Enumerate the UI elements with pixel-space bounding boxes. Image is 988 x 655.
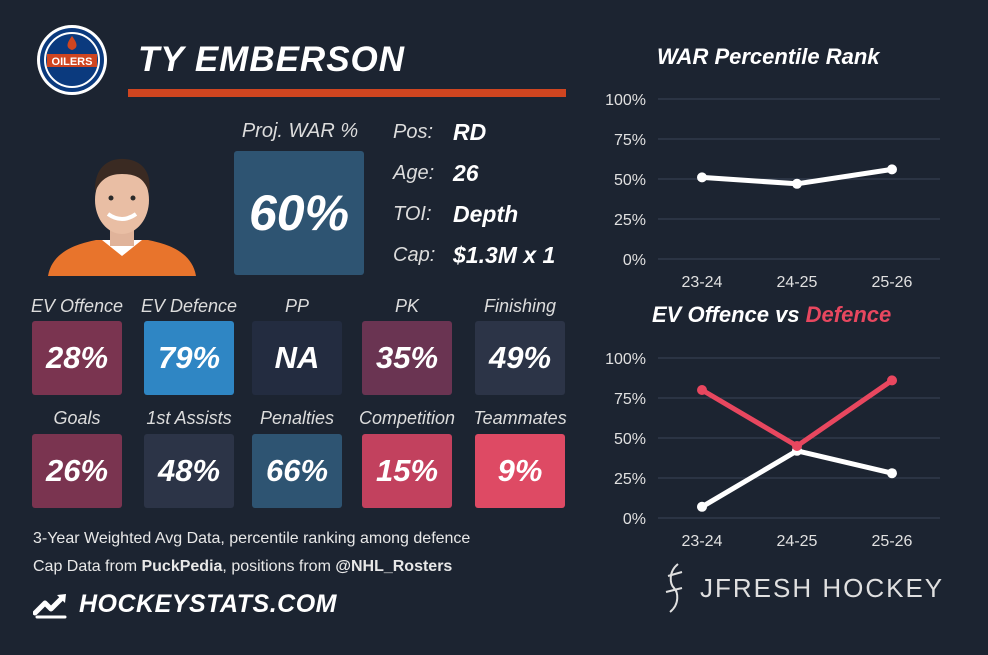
- source-puckpedia: PuckPedia: [141, 558, 223, 575]
- data-point: [697, 172, 707, 183]
- chart-ev-title-offence: EV Offence vs: [652, 302, 806, 327]
- oilers-logo: OILERS: [37, 25, 107, 95]
- stat-label-competition: Competition: [358, 408, 456, 428]
- series-line-ev-offence: [699, 448, 895, 510]
- y-tick-label: 100%: [605, 92, 646, 109]
- player-name: TY EMBERSON: [138, 40, 406, 79]
- stat-label-pp: PP: [284, 296, 309, 316]
- chart-ev-title: EV Offence vs Defence: [652, 302, 891, 328]
- source-nhl-rosters: @NHL_Rosters: [335, 558, 453, 575]
- x-tick-label: 23-24: [682, 274, 723, 291]
- info-cap: Cap: $1.3M x 1: [393, 238, 573, 272]
- chart-ev-offence-vs-defence: 0% 25% 50% 75% 100% 23-24 24-25 25-26: [605, 351, 940, 550]
- y-tick-label: 50%: [614, 431, 646, 448]
- x-tick-label: 25-26: [872, 274, 913, 291]
- y-tick-label: 50%: [614, 172, 646, 189]
- stat-label-finishing: Finishing: [483, 296, 557, 316]
- stat-tile-competition: 15%: [362, 434, 452, 508]
- data-point: [887, 164, 897, 175]
- y-tick-label: 75%: [614, 391, 646, 408]
- jfresh-text: JFRESH HOCKEY: [700, 572, 945, 603]
- jfresh-credit: JFRESH HOCKEY: [660, 562, 944, 614]
- data-point: [887, 468, 897, 479]
- hockeystats-logo-icon: [33, 593, 67, 618]
- logo-text: OILERS: [52, 56, 93, 68]
- chart-war-percentile: 0% 25% 50% 75% 100% 23-24 24-25 25-26: [605, 92, 940, 291]
- info-key: Cap:: [393, 243, 436, 266]
- player-headshot: [48, 158, 196, 276]
- stat-tile-teammates: 9%: [475, 434, 565, 508]
- proj-war-label: Proj. WAR %: [241, 120, 359, 142]
- data-point: [697, 501, 707, 512]
- stat-tile-1st-assists: 48%: [144, 434, 234, 508]
- y-tick-label: 25%: [614, 212, 646, 229]
- chart-ev-title-defence: Defence: [805, 302, 892, 327]
- info-position: Pos: RD: [393, 115, 573, 149]
- info-value: 26: [453, 159, 479, 186]
- stat-label-pk: PK: [394, 296, 419, 316]
- note-prefix: Cap Data from: [33, 558, 142, 575]
- stat-tile-pk: 35%: [362, 321, 452, 395]
- stat-label-penalties: Penalties: [259, 408, 335, 428]
- stat-label-1st-assists: 1st Assists: [146, 408, 232, 428]
- data-point: [697, 385, 707, 395]
- note-mid: , positions from: [222, 558, 336, 575]
- info-value: $1.3M x 1: [453, 241, 556, 268]
- stat-label-goals: Goals: [53, 408, 101, 428]
- stat-label-ev-offence: EV Offence: [30, 296, 124, 316]
- stat-label-teammates: Teammates: [473, 408, 567, 428]
- x-tick-label: 23-24: [682, 533, 723, 550]
- info-toi: TOI: Depth: [393, 197, 573, 231]
- stat-tile-penalties: 66%: [252, 434, 342, 508]
- data-point: [887, 375, 897, 386]
- y-tick-label: 100%: [605, 351, 646, 368]
- info-key: TOI:: [393, 202, 432, 225]
- data-point: [792, 441, 802, 451]
- info-value: RD: [453, 118, 487, 145]
- y-tick-label: 75%: [614, 132, 646, 149]
- x-tick-label: 25-26: [872, 533, 913, 550]
- stat-tile-ev-offence: 28%: [32, 321, 122, 395]
- name-underline: [128, 89, 566, 97]
- x-tick-label: 24-25: [777, 533, 818, 550]
- note-sources: Cap Data from PuckPedia, positions from …: [33, 558, 452, 576]
- series-line-defence: [699, 377, 895, 449]
- stat-tile-finishing: 49%: [475, 321, 565, 395]
- info-key: Pos:: [393, 120, 434, 143]
- hockeystats-text: HOCKEYSTATS.COM: [79, 590, 337, 618]
- note-method: 3-Year Weighted Avg Data, percentile ran…: [33, 530, 471, 547]
- data-point: [792, 178, 802, 189]
- y-tick-label: 0%: [623, 511, 646, 528]
- stat-tile-goals: 26%: [32, 434, 122, 508]
- info-value: Depth: [453, 200, 519, 227]
- info-age: Age: 26: [393, 156, 573, 190]
- jfresh-logo-icon: [665, 563, 683, 613]
- y-tick-label: 0%: [623, 252, 646, 269]
- proj-war-value: 60%: [234, 151, 364, 275]
- stat-tile-ev-defence: 79%: [144, 321, 234, 395]
- chart-war-title: WAR Percentile Rank: [657, 44, 880, 69]
- info-key: Age:: [393, 161, 435, 184]
- x-tick-label: 24-25: [777, 274, 818, 291]
- y-tick-label: 25%: [614, 471, 646, 488]
- hockeystats-brand: HOCKEYSTATS.COM: [33, 590, 337, 619]
- stat-label-ev-defence: EV Defence: [140, 296, 238, 316]
- stat-tile-pp: NA: [252, 321, 342, 395]
